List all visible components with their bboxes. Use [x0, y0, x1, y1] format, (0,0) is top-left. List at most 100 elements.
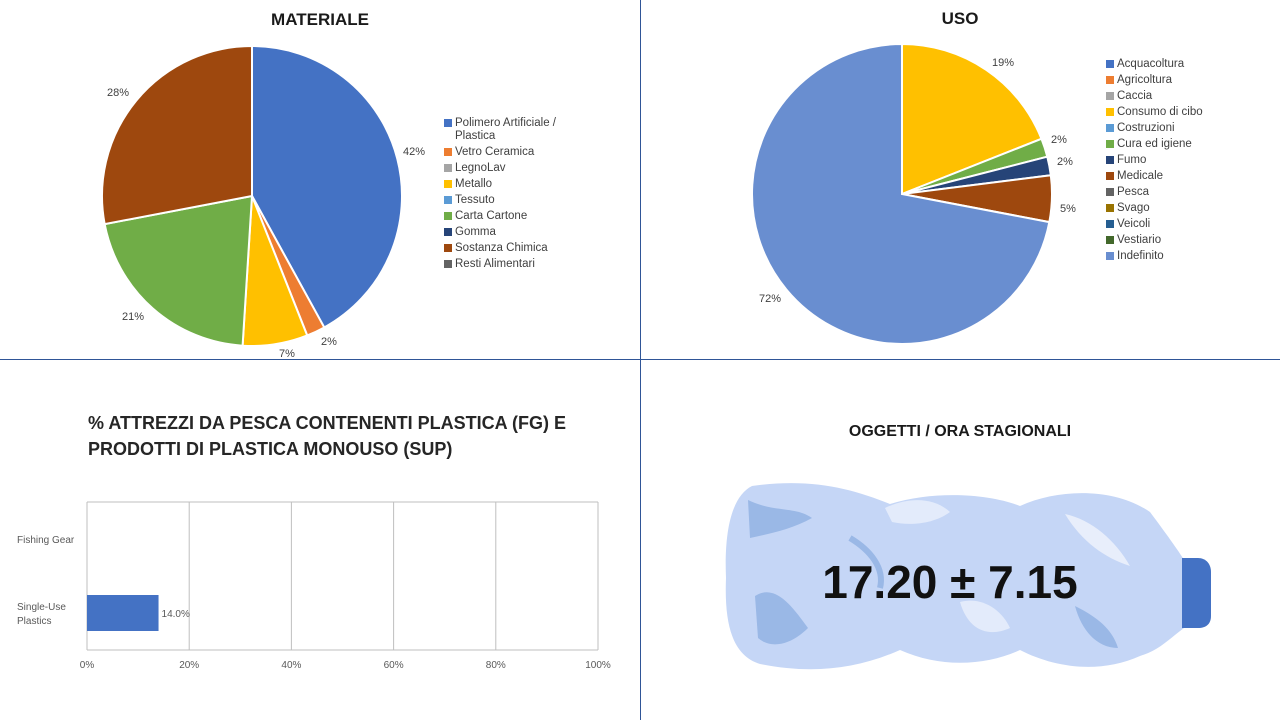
bottle-shape-4	[1065, 514, 1130, 566]
uso-legend-item-caccia: Caccia	[1106, 90, 1256, 103]
bottle-shape-5	[960, 600, 1010, 633]
uso-legend-label: Caccia	[1117, 90, 1153, 102]
uso-legend-item-agricoltura: Agricoltura	[1106, 74, 1256, 87]
bottle-illustration	[725, 483, 1211, 670]
uso-legend-label: Agricoltura	[1117, 74, 1172, 86]
materiale-legend-swatch	[444, 228, 452, 236]
bottle-shape-7	[848, 535, 884, 589]
uso-legend-label: Costruzioni	[1117, 122, 1175, 134]
bottle-shape-6	[1075, 606, 1118, 648]
uso-legend-label: Pesca	[1117, 186, 1149, 198]
materiale-legend-swatch	[444, 119, 452, 127]
materiale-legend-label: Sostanza Chimica	[455, 242, 548, 254]
uso-legend-swatch	[1106, 204, 1114, 212]
uso-legend-swatch	[1106, 60, 1114, 68]
uso-pie-chart: 19% 2% 2% 5% 72%	[751, 42, 1076, 345]
materiale-legend-swatch	[444, 244, 452, 252]
bar-x-tick-label: 100%	[585, 660, 611, 671]
uso-legend-item-veicoli: Veicoli	[1106, 218, 1256, 231]
uso-legend-item-cura-ed-igiene: Cura ed igiene	[1106, 138, 1256, 151]
materiale-legend: Polimero Artificiale / Plastica Vetro Cer…	[444, 117, 594, 274]
materiale-legend-swatch	[444, 148, 452, 156]
bottle-body	[725, 483, 1184, 670]
vertical-divider	[640, 0, 641, 720]
bottle-cap	[1182, 558, 1211, 628]
uso-slice-indefinito	[751, 42, 1051, 345]
materiale-legend-label: Resti Alimentari	[455, 258, 535, 270]
materiale-pie-chart: 42% 7% 21% 28% 2%	[101, 44, 425, 360]
uso-legend-item-indefinito: Indefinito	[1106, 250, 1256, 263]
materiale-legend-label: Polimero Artificiale / Plastica	[455, 117, 556, 142]
uso-legend-label: Cura ed igiene	[1117, 138, 1192, 150]
bar-data-label-single-use-plastics: 14.0%	[162, 609, 190, 620]
uso-data-label-indefinito: 72%	[759, 293, 781, 305]
uso-legend-swatch	[1106, 188, 1114, 196]
materiale-legend-item-tessuto: Tessuto	[444, 194, 594, 207]
uso-data-label-fumo: 2%	[1057, 156, 1073, 168]
materiale-legend-swatch	[444, 164, 452, 172]
bar-chart-title: % ATTREZZI DA PESCA CONTENENTI PLASTICA …	[88, 413, 566, 459]
uso-legend-swatch	[1106, 236, 1114, 244]
uso-legend-swatch	[1106, 220, 1114, 228]
materiale-legend-label: Tessuto	[455, 194, 495, 206]
materiale-slice-carta-cartone	[103, 194, 254, 347]
materiale-data-label-sostanza-chimica: 28%	[107, 87, 129, 99]
uso-legend-item-medicale: Medicale	[1106, 170, 1256, 183]
uso-legend-label: Fumo	[1117, 154, 1147, 166]
uso-legend-label: Vestiario	[1117, 234, 1162, 246]
bar-x-tick-label: 40%	[281, 660, 301, 671]
uso-legend-item-vestiario: Vestiario	[1106, 234, 1256, 247]
uso-legend-swatch	[1106, 156, 1114, 164]
materiale-legend-swatch	[444, 260, 452, 268]
uso-legend-swatch	[1106, 252, 1114, 260]
uso-data-label-consumo-di-cibo: 19%	[992, 57, 1014, 69]
bar-x-tick-label: 60%	[384, 660, 404, 671]
uso-legend-label: Veicoli	[1117, 218, 1151, 230]
bar-x-tick-label: 80%	[486, 660, 506, 671]
uso-legend-label: Indefinito	[1117, 250, 1164, 262]
uso-legend-swatch	[1106, 92, 1114, 100]
uso-legend-swatch	[1106, 172, 1114, 180]
uso-data-label-medicale: 5%	[1060, 203, 1076, 215]
uso-legend-item-svago: Svago	[1106, 202, 1256, 215]
plastic-percent-bar-chart: 0% 20% 40% 60% 80% 100% Fishing Gear Single-Use…	[17, 501, 611, 671]
materiale-legend-item-resti-alimentari: Resti Alimentari	[444, 258, 594, 271]
materiale-data-label-vetro-ceramica: 2%	[321, 336, 337, 348]
materiale-data-label-carta-cartone: 21%	[122, 311, 144, 323]
uso-legend-item-costruzioni: Costruzioni	[1106, 122, 1256, 135]
uso-legend-label: Consumo di cibo	[1117, 106, 1203, 118]
materiale-legend-label: Carta Cartone	[455, 210, 528, 222]
uso-chart-title: USO	[941, 9, 979, 28]
uso-legend-swatch	[1106, 124, 1114, 132]
materiale-legend-swatch	[444, 180, 452, 188]
materiale-legend-label: Gomma	[455, 226, 496, 238]
bottle-shape-1	[748, 500, 812, 538]
uso-legend-item-acquacoltura: Acquacoltura	[1106, 58, 1256, 71]
materiale-data-label-polimero-artificiale-plastica: 42%	[403, 146, 425, 158]
uso-legend-item-consumo-di-cibo: Consumo di cibo	[1106, 106, 1256, 119]
bar-category-label-single-use-plastics: Plastics	[17, 616, 51, 627]
materiale-legend-item-polimero-artificiale-plastica: Polimero Artificiale / Plastica	[444, 117, 594, 143]
objects-per-hour-value: 17.20 ± 7.15	[822, 556, 1078, 608]
bar-x-tick-label: 20%	[179, 660, 199, 671]
materiale-legend-swatch	[444, 196, 452, 204]
bar-single-use-plastics	[87, 595, 159, 631]
materiale-legend-label: LegnoLav	[455, 162, 506, 174]
materiale-legend-item-legnolav: LegnoLav	[444, 162, 594, 175]
bottle-shape-3	[885, 500, 950, 524]
materiale-slice-polimero-artificiale-plastica	[251, 44, 403, 329]
stat-panel-title: OGGETTI / ORA STAGIONALI	[848, 423, 1072, 440]
uso-slice-consumo-di-cibo	[901, 42, 1043, 196]
uso-legend: Acquacoltura Agricoltura Caccia Consumo di …	[1106, 58, 1256, 266]
uso-legend-swatch	[1106, 76, 1114, 84]
materiale-legend-item-sostanza-chimica: Sostanza Chimica	[444, 242, 594, 255]
materiale-legend-swatch	[444, 212, 452, 220]
bar-category-label-single-use-plastics: Single-Use	[17, 602, 66, 613]
materiale-legend-item-carta-cartone: Carta Cartone	[444, 210, 594, 223]
uso-legend-swatch	[1106, 140, 1114, 148]
uso-legend-item-pesca: Pesca	[1106, 186, 1256, 199]
uso-legend-item-fumo: Fumo	[1106, 154, 1256, 167]
uso-data-label-cura-ed-igiene: 2%	[1051, 134, 1067, 146]
uso-legend-label: Svago	[1117, 202, 1150, 214]
uso-legend-label: Medicale	[1117, 170, 1164, 182]
